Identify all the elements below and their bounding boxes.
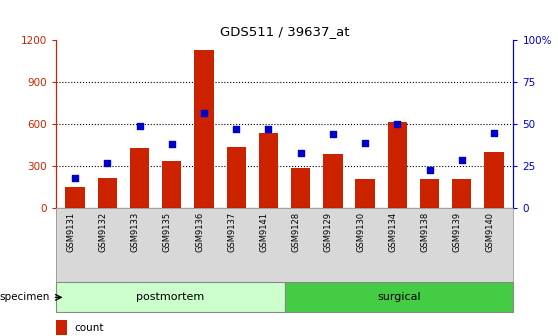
Point (103, 160, 112, 166)
Bar (98, 178, 117, 208)
Bar (227, 147, 246, 208)
Point (296, 150, 305, 156)
Text: GSM9129: GSM9129 (324, 212, 333, 252)
Bar (452, 179, 472, 208)
Bar (291, 168, 310, 208)
Point (393, 122, 402, 127)
Point (200, 110, 209, 115)
Point (360, 140, 369, 145)
Bar (162, 161, 181, 208)
Point (264, 127, 273, 132)
Bar (484, 152, 504, 208)
Text: GSM9133: GSM9133 (131, 212, 140, 252)
Text: GSM9138: GSM9138 (421, 212, 430, 252)
Text: GSM9140: GSM9140 (485, 212, 494, 252)
Text: surgical: surgical (377, 292, 421, 302)
Text: GSM9132: GSM9132 (98, 212, 107, 252)
Text: GSM9136: GSM9136 (195, 212, 204, 252)
Text: GSM9141: GSM9141 (259, 212, 268, 252)
Bar (388, 122, 407, 208)
Point (232, 127, 240, 132)
Point (167, 142, 176, 147)
Text: GSM9137: GSM9137 (227, 212, 236, 252)
Point (71, 175, 80, 181)
Text: GSM9131: GSM9131 (66, 212, 75, 252)
Text: count: count (74, 323, 104, 333)
Bar (194, 50, 214, 208)
Point (329, 132, 338, 137)
Text: postmortem: postmortem (136, 292, 204, 302)
Bar (420, 179, 439, 208)
Bar (323, 154, 343, 208)
Text: specimen: specimen (0, 292, 50, 302)
Bar (130, 148, 149, 208)
Title: GDS511 / 39637_at: GDS511 / 39637_at (220, 25, 349, 38)
Text: GSM9134: GSM9134 (388, 212, 397, 252)
Text: GSM9130: GSM9130 (356, 212, 365, 252)
Bar (56, 282, 285, 312)
Bar (259, 133, 278, 208)
Point (458, 157, 466, 162)
Bar (285, 282, 513, 312)
Bar (355, 179, 375, 208)
Bar (56, 320, 68, 335)
Text: GSM9139: GSM9139 (453, 212, 462, 252)
Bar (65, 186, 85, 208)
Point (489, 130, 498, 135)
Text: GSM9128: GSM9128 (292, 212, 301, 252)
Point (135, 123, 144, 129)
Point (425, 167, 434, 172)
Text: GSM9135: GSM9135 (163, 212, 172, 252)
